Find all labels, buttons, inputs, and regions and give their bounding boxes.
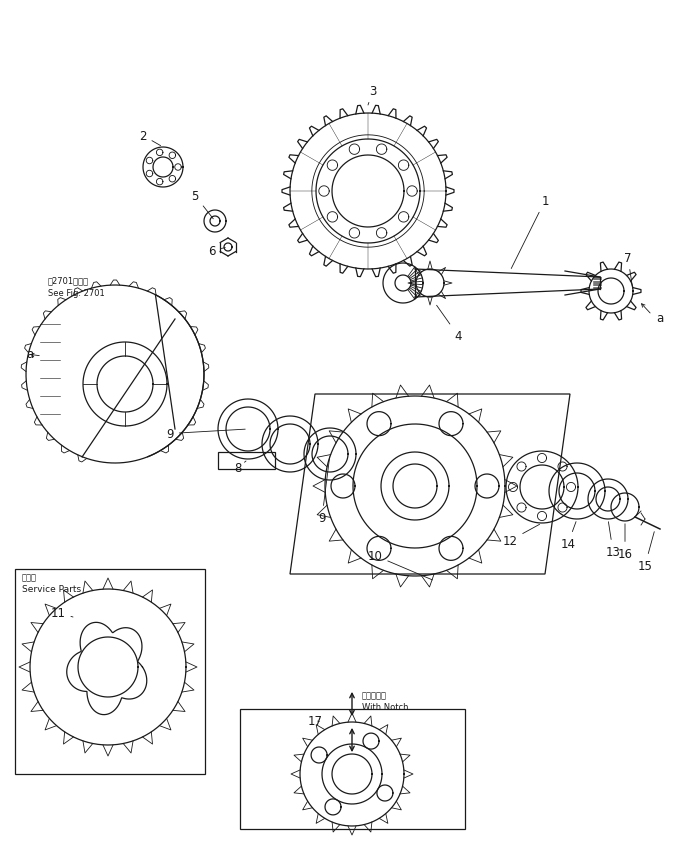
Text: See Fig. 2701: See Fig. 2701 [48, 288, 105, 298]
Text: 13: 13 [606, 522, 620, 558]
Text: 11: 11 [50, 606, 73, 619]
Text: 15: 15 [637, 532, 655, 573]
Text: 17: 17 [307, 714, 322, 728]
Text: 第2701図参照: 第2701図参照 [48, 276, 89, 285]
Text: a: a [26, 348, 34, 361]
Text: a: a [657, 311, 664, 324]
Text: 整備用: 整備用 [22, 573, 37, 581]
Text: 1: 1 [511, 195, 548, 269]
Text: 10: 10 [367, 549, 433, 580]
Text: 7: 7 [624, 251, 633, 289]
Text: 12: 12 [502, 524, 539, 548]
Text: 9: 9 [166, 428, 245, 441]
Text: 5: 5 [192, 189, 214, 220]
Text: With Notch: With Notch [362, 703, 409, 711]
Bar [15, 569, 205, 774]
Text: Service Parts: Service Parts [22, 585, 81, 593]
Text: 8: 8 [234, 461, 246, 474]
Text: 9: 9 [318, 457, 329, 524]
Text: 16: 16 [617, 524, 633, 561]
Text: 切り欠き例: 切り欠き例 [362, 691, 387, 699]
Text: 14: 14 [560, 522, 576, 550]
Bar [240, 709, 465, 829]
Text: 3: 3 [368, 85, 377, 106]
Text: 2: 2 [139, 130, 161, 146]
Text: 6: 6 [208, 245, 225, 257]
Text: 4: 4 [437, 306, 462, 343]
